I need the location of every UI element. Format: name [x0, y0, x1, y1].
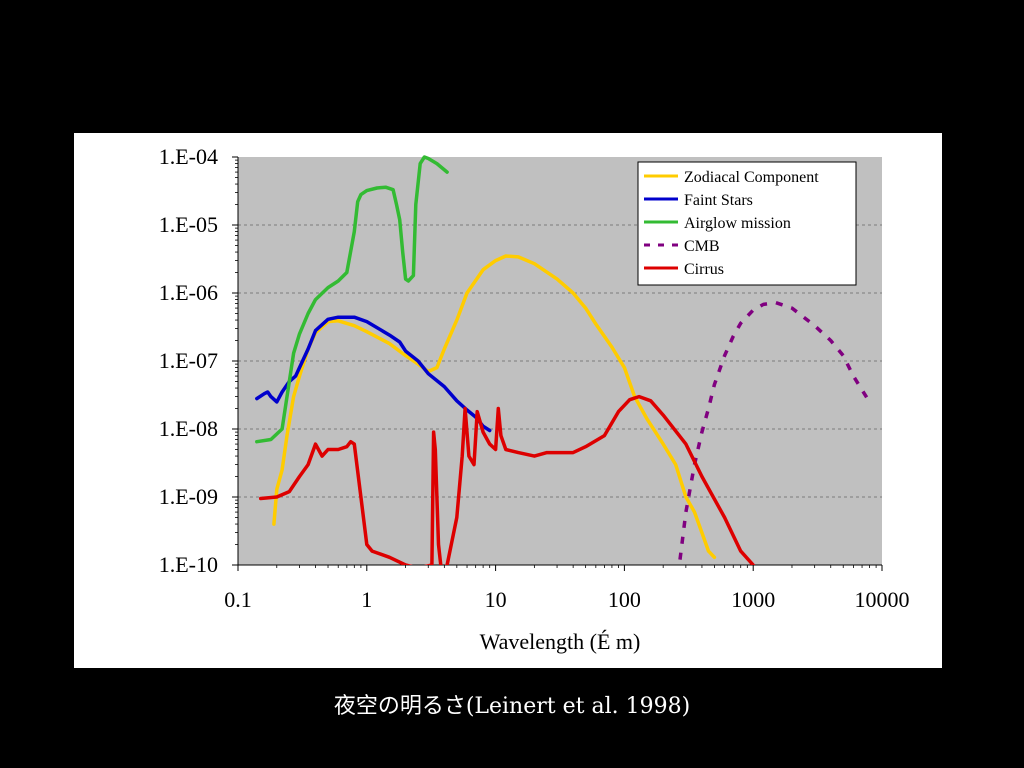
series-line-airglow-mission: [255, 155, 449, 444]
series-line-cirrus: [258, 394, 755, 565]
y-tick-label: 1.E-08: [159, 416, 218, 441]
y-tick-label: 1.E-07: [159, 348, 218, 373]
x-tick-label: 10000: [855, 587, 910, 612]
y-tick-label: 1.E-06: [159, 280, 218, 305]
series-line-cmb: [678, 300, 871, 560]
x-tick-label: 10: [485, 587, 507, 612]
y-tick-label: 1.E-05: [159, 212, 218, 237]
legend-label: Zodiacal Component: [684, 169, 819, 186]
legend-label: Airglow mission: [684, 215, 791, 232]
x-tick-label: 100: [608, 587, 641, 612]
y-tick-label: 1.E-10: [159, 552, 218, 577]
x-axis-title: Wavelength (É m): [480, 629, 641, 654]
x-tick-label: 1: [361, 587, 372, 612]
legend-label: Faint Stars: [684, 192, 753, 209]
x-tick-label: 0.1: [224, 587, 252, 612]
chart-panel: 1.E-04 1.E-05 1.E-06 1.E-07 1.E-08 1.E-09 1.E-…: [74, 133, 942, 668]
x-tick-label: 1000: [731, 587, 775, 612]
legend-label: Cirrus: [684, 261, 724, 278]
legend-label: CMB: [684, 238, 720, 255]
y-tick-label: 1.E-04: [159, 144, 218, 169]
brightness-chart: 1.E-04 1.E-05 1.E-06 1.E-07 1.E-08 1.E-09 1.E-…: [159, 144, 910, 654]
y-tick-label: 1.E-09: [159, 484, 218, 509]
series-line-faint-stars: [255, 315, 492, 433]
slide-caption: 夜空の明るさ(Leinert et al. 1998): [333, 694, 691, 719]
